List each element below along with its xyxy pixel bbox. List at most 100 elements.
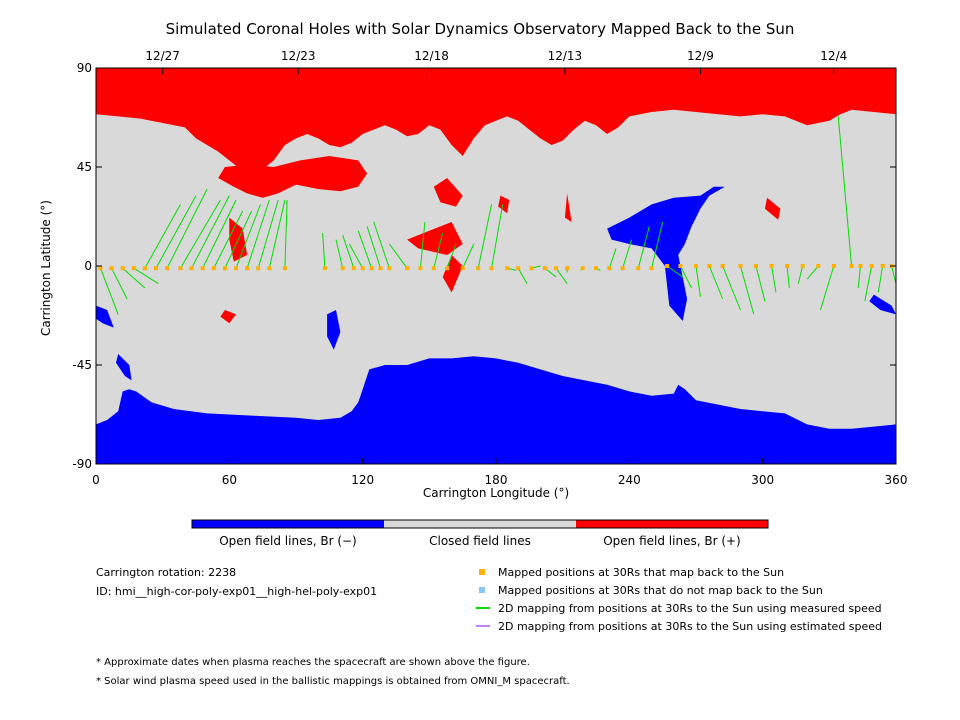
mapping-line [891, 265, 897, 284]
model-id: ID: hmi__high-cor-poly-exp01__high-hel-p… [96, 585, 378, 598]
mapped-point [460, 266, 465, 271]
positive-hole-patch [218, 156, 368, 198]
mapped-point [636, 266, 641, 271]
colorbar-label-positive: Open field lines, Br (+) [603, 534, 741, 548]
top-date-label: 12/9 [687, 49, 714, 63]
mapped-point [554, 266, 558, 271]
mapped-point [649, 266, 654, 271]
mapping-line [246, 199, 270, 269]
mapped-point [620, 266, 625, 271]
mapping-line [651, 221, 664, 269]
mapping-line [637, 226, 650, 269]
colorbar-label-negative: Open field lines, Br (−) [219, 534, 357, 548]
mapped-point [98, 266, 103, 271]
mapping-line [342, 235, 355, 269]
y-axis-label: Carrington Latitude (°) [39, 200, 53, 336]
mapped-point [189, 266, 194, 271]
top-date-label: 12/13 [548, 49, 583, 63]
top-date-label: 12/18 [414, 49, 449, 63]
mapping-line [806, 265, 819, 280]
mapping-line [819, 265, 835, 311]
mapping-line [202, 199, 237, 269]
negative-hole-patch [869, 294, 896, 315]
mapping-line [771, 265, 777, 293]
mapping-line [555, 267, 568, 284]
positive-hole-patch [220, 310, 236, 324]
x-tick-label: 180 [485, 473, 508, 487]
mapping-line [191, 195, 230, 269]
x-tick-label: 240 [618, 473, 641, 487]
mapping-line [708, 265, 724, 300]
mapping-line [133, 267, 159, 285]
positive-hole-patch [433, 178, 463, 207]
mapping-line [622, 239, 633, 269]
mapping-line [446, 243, 457, 269]
mapped-point [476, 266, 481, 271]
y-tick-label: -45 [72, 358, 92, 372]
positive-hole-patch [407, 222, 463, 255]
mapped-point [142, 266, 147, 271]
mapping-line [357, 230, 373, 269]
mapping-line [695, 265, 701, 297]
mapped-point [178, 266, 183, 271]
mapping-line [837, 116, 853, 267]
mapped-point [267, 266, 272, 271]
mapping-line [144, 204, 181, 269]
legend-label-mapped: Mapped positions at 30Rs that map back t… [498, 566, 785, 579]
y-tick-label: -90 [72, 457, 92, 471]
legend-label-unmapped: Mapped positions at 30Rs that do not map… [498, 584, 823, 597]
positive-hole-patch [498, 195, 510, 214]
mapped-point [211, 266, 216, 271]
footnote-speed: * Solar wind plasma speed used in the ba… [96, 676, 570, 687]
colorbar-segment [576, 520, 768, 528]
y-tick-label: 90 [77, 61, 92, 75]
mapping-line [224, 210, 253, 269]
mapping-line [180, 199, 221, 269]
mapping-line [99, 268, 119, 315]
legend-swatch-estimated [476, 625, 490, 627]
mapped-point [351, 266, 356, 271]
mapped-point [831, 264, 836, 268]
positive-hole-patch [564, 193, 572, 222]
x-tick-label: 120 [351, 473, 374, 487]
legend-swatch-mapped [479, 569, 485, 575]
mapped-point [678, 264, 683, 268]
mapped-point [785, 264, 790, 268]
mapped-point [769, 264, 774, 268]
mapped-point [360, 266, 365, 271]
mapping-line [284, 199, 288, 269]
mapping-line [257, 199, 279, 269]
mapping-line [491, 204, 504, 269]
top-date-label: 12/23 [281, 49, 316, 63]
mapped-point [858, 264, 863, 268]
top-date-label: 12/27 [145, 49, 180, 63]
positive-hole-patch [764, 197, 781, 220]
negative-hole-patch [607, 186, 725, 321]
mapped-point [322, 266, 327, 271]
mapped-point [245, 266, 250, 271]
mapped-point [109, 266, 114, 271]
mapped-point [154, 266, 158, 271]
x-tick-label: 360 [885, 473, 908, 487]
mapping-line [666, 265, 683, 278]
mapping-line [235, 204, 261, 269]
mapping-line [419, 221, 426, 269]
negative-hole-patch [116, 354, 132, 381]
mapping-line [864, 265, 873, 302]
mapped-point [340, 266, 345, 271]
legend-label-estimated: 2D mapping from positions at 30Rs to the… [498, 620, 883, 633]
mapping-line [857, 265, 861, 289]
y-tick-label: 45 [77, 160, 92, 174]
mapped-point [580, 266, 585, 271]
mapping-line [739, 265, 755, 315]
legend-label-measured: 2D mapping from positions at 30Rs to the… [498, 602, 882, 615]
mapped-point [378, 266, 383, 271]
mapping-line [462, 243, 475, 269]
mapping-line [877, 265, 884, 293]
mapped-point [800, 264, 805, 268]
mapped-point [869, 264, 874, 268]
mapped-point [529, 266, 534, 271]
mapped-point [445, 266, 450, 271]
mapped-point [738, 264, 743, 268]
